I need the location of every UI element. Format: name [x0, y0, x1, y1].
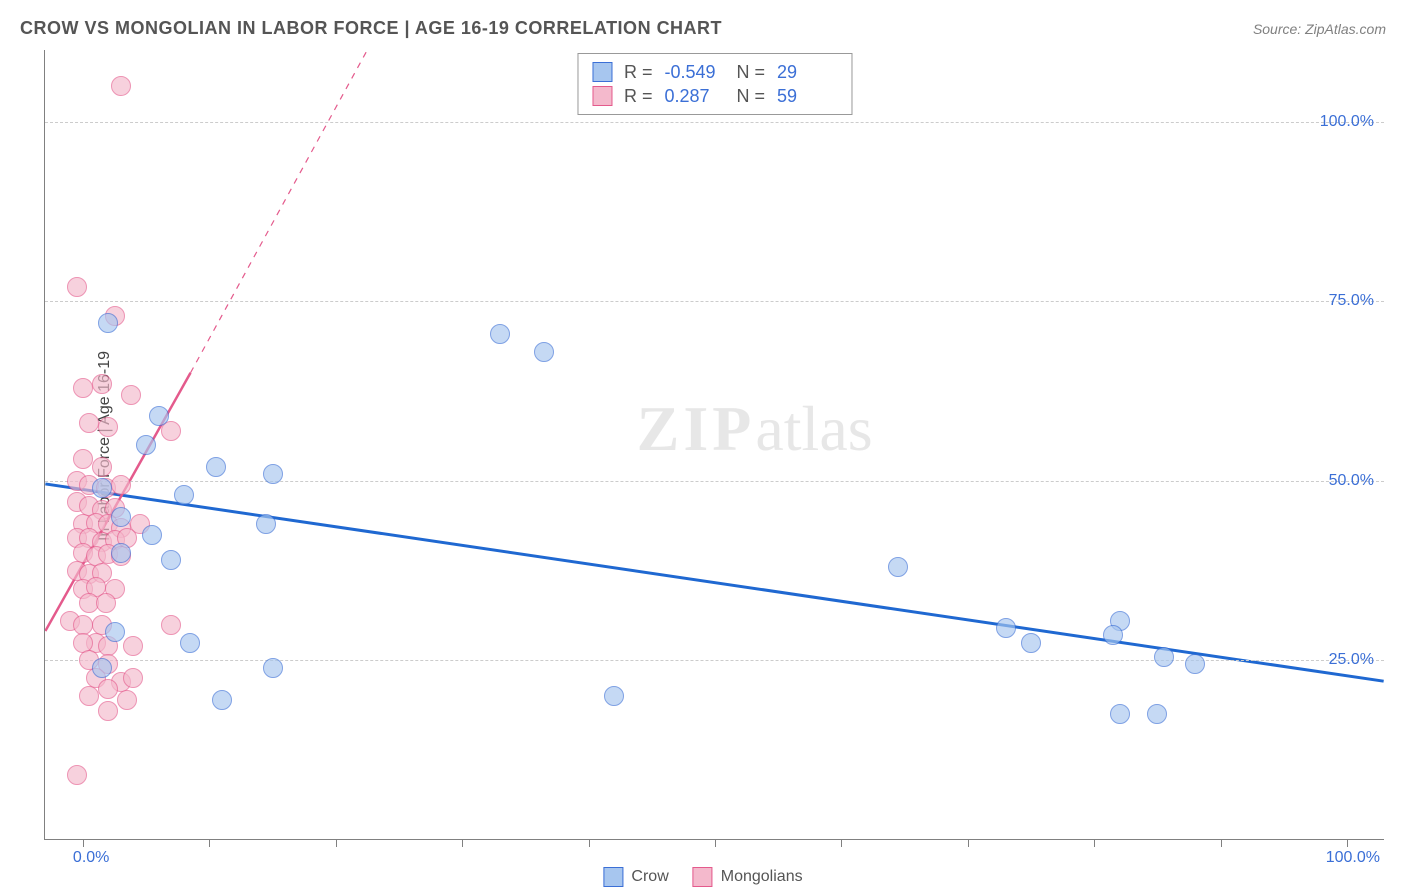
- x-tick: [336, 839, 337, 847]
- point-mongolian: [79, 686, 99, 706]
- stat-r-crow: -0.549: [665, 60, 725, 84]
- point-mongolian: [92, 457, 112, 477]
- stat-n-label: N =: [737, 60, 766, 84]
- point-crow: [256, 514, 276, 534]
- point-crow: [105, 622, 125, 642]
- y-tick-label: 50.0%: [1329, 472, 1374, 490]
- regression-lines-layer: [45, 50, 1384, 839]
- swatch-crow: [592, 62, 612, 82]
- x-tick: [83, 839, 84, 847]
- point-crow: [1147, 704, 1167, 724]
- x-tick: [589, 839, 590, 847]
- point-crow: [1154, 647, 1174, 667]
- point-mongolian: [98, 701, 118, 721]
- legend-item-mongolian: Mongolians: [693, 867, 803, 887]
- x-tick: [1221, 839, 1222, 847]
- chart-title: CROW VS MONGOLIAN IN LABOR FORCE | AGE 1…: [20, 18, 722, 39]
- watermark: ZIPatlas: [637, 392, 873, 466]
- x-tick: [209, 839, 210, 847]
- stats-row-mongolian: R = 0.287 N = 59: [592, 84, 837, 108]
- point-mongolian: [98, 679, 118, 699]
- point-mongolian: [121, 385, 141, 405]
- legend-label-crow: Crow: [631, 868, 668, 886]
- point-mongolian: [92, 374, 112, 394]
- point-crow: [1021, 633, 1041, 653]
- x-tick: [841, 839, 842, 847]
- stat-n-crow: 29: [777, 60, 837, 84]
- point-mongolian: [96, 593, 116, 613]
- point-mongolian: [117, 690, 137, 710]
- gridline-h: [45, 122, 1384, 123]
- point-crow: [1185, 654, 1205, 674]
- x-tick: [462, 839, 463, 847]
- point-mongolian: [161, 615, 181, 635]
- point-mongolian: [73, 449, 93, 469]
- stat-n-label: N =: [737, 84, 766, 108]
- point-crow: [212, 690, 232, 710]
- point-mongolian: [79, 413, 99, 433]
- legend-label-mongolian: Mongolians: [721, 868, 803, 886]
- point-crow: [996, 618, 1016, 638]
- point-crow: [174, 485, 194, 505]
- point-crow: [180, 633, 200, 653]
- gridline-h: [45, 660, 1384, 661]
- stat-r-label: R =: [624, 60, 653, 84]
- point-mongolian: [98, 417, 118, 437]
- stat-r-mongolian: 0.287: [665, 84, 725, 108]
- legend-swatch-mongolian: [693, 867, 713, 887]
- point-crow: [206, 457, 226, 477]
- y-tick-label: 75.0%: [1329, 292, 1374, 310]
- point-crow: [1110, 704, 1130, 724]
- y-tick-label: 25.0%: [1329, 651, 1374, 669]
- point-crow: [263, 658, 283, 678]
- point-mongolian: [67, 765, 87, 785]
- source-label: Source: ZipAtlas.com: [1253, 21, 1386, 37]
- swatch-mongolian: [592, 86, 612, 106]
- x-tick: [715, 839, 716, 847]
- point-crow: [490, 324, 510, 344]
- point-crow: [92, 658, 112, 678]
- point-mongolian: [123, 668, 143, 688]
- point-crow: [1103, 625, 1123, 645]
- point-crow: [111, 507, 131, 527]
- y-tick-label: 100.0%: [1320, 113, 1374, 131]
- point-crow: [136, 435, 156, 455]
- point-crow: [98, 313, 118, 333]
- point-crow: [604, 686, 624, 706]
- point-crow: [263, 464, 283, 484]
- point-mongolian: [73, 378, 93, 398]
- gridline-h: [45, 481, 1384, 482]
- x-tick-label-right: 100.0%: [1326, 849, 1380, 867]
- point-crow: [92, 478, 112, 498]
- point-crow: [534, 342, 554, 362]
- stats-row-crow: R = -0.549 N = 29: [592, 60, 837, 84]
- point-crow: [149, 406, 169, 426]
- stats-box: R = -0.549 N = 29 R = 0.287 N = 59: [577, 53, 852, 115]
- stat-n-mongolian: 59: [777, 84, 837, 108]
- legend-item-crow: Crow: [603, 867, 668, 887]
- x-tick-label-left: 0.0%: [73, 849, 109, 867]
- point-crow: [888, 557, 908, 577]
- point-crow: [111, 543, 131, 563]
- legend-swatch-crow: [603, 867, 623, 887]
- gridline-h: [45, 301, 1384, 302]
- bottom-legend: Crow Mongolians: [603, 867, 802, 887]
- point-crow: [142, 525, 162, 545]
- stat-r-label: R =: [624, 84, 653, 108]
- x-tick: [1094, 839, 1095, 847]
- x-tick: [968, 839, 969, 847]
- point-mongolian: [123, 636, 143, 656]
- x-tick: [1347, 839, 1348, 847]
- chart-plot-area: ZIPatlas R = -0.549 N = 29 R = 0.287 N =…: [44, 50, 1384, 840]
- point-mongolian: [111, 76, 131, 96]
- point-crow: [161, 550, 181, 570]
- point-mongolian: [111, 475, 131, 495]
- point-mongolian: [67, 277, 87, 297]
